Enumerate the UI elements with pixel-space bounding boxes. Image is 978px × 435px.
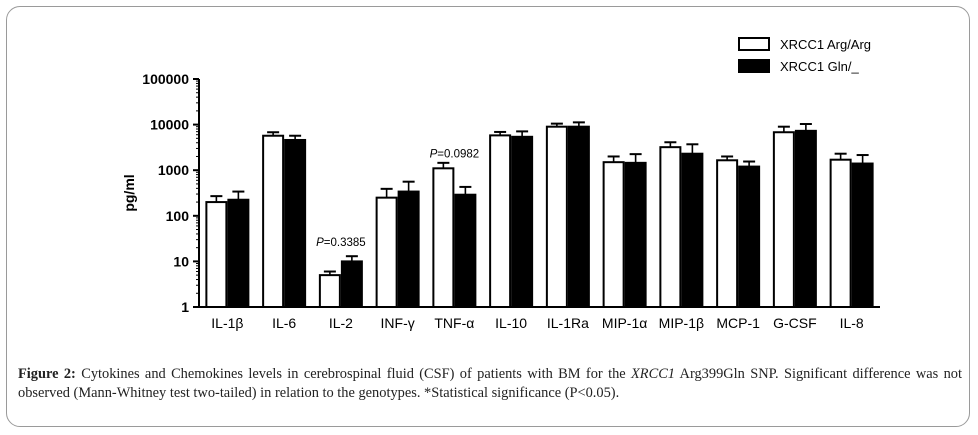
- x-tick-label: IL-1Ra: [547, 315, 589, 331]
- p-value-symbol: P: [430, 148, 438, 160]
- bar-arg-arg: [602, 161, 625, 308]
- bar-arg-arg: [262, 134, 285, 308]
- bar-arg-arg: [318, 274, 341, 308]
- p-value-number: =0.3385: [324, 237, 366, 249]
- bar-gln: [227, 198, 250, 308]
- figure-caption: Figure 2: Cytokines and Chemokines level…: [18, 365, 962, 403]
- bar-arg-arg: [659, 146, 682, 308]
- x-tick-label: IL-8: [840, 315, 864, 331]
- x-tick-label: TNF-α: [434, 315, 474, 331]
- bar-gln: [567, 125, 590, 308]
- bar-arg-arg: [545, 125, 568, 308]
- x-tick-label: G-CSF: [773, 315, 817, 331]
- x-tick-label: IL-2: [329, 315, 353, 331]
- y-tick-label: 100: [166, 208, 190, 224]
- y-tick-label: 1000: [158, 162, 189, 178]
- caption-text-1: Cytokines and Chemokines levels in cereb…: [75, 366, 632, 382]
- bar-gln: [397, 190, 420, 308]
- bar-gln: [851, 162, 874, 308]
- bar-gln: [454, 193, 477, 308]
- bar-gln: [284, 138, 307, 308]
- figure-frame: [6, 6, 970, 427]
- bar-gln: [738, 165, 761, 308]
- p-value-symbol: P: [316, 237, 324, 249]
- y-tick-label: 10: [173, 253, 189, 269]
- bar-arg-arg: [432, 167, 455, 308]
- legend: XRCC1 Arg/Arg XRCC1 Gln/_: [738, 37, 871, 74]
- p-value-number: =0.0982: [437, 148, 479, 160]
- legend-swatch-gln: [738, 59, 770, 73]
- y-tick-label: 1: [181, 299, 189, 315]
- x-tick-label: IL-6: [272, 315, 296, 331]
- labels: IL-1β IL-6 IL-2 INF-γ TNF-α IL-10 IL-1Ra MIP-1α…: [211, 148, 864, 331]
- y-axis-label: pg/ml: [121, 174, 137, 211]
- x-tick-label: INF-γ: [381, 315, 415, 331]
- legend-swatch-arg-arg: [738, 37, 770, 51]
- bar-gln: [340, 260, 363, 308]
- bar-gln: [794, 129, 817, 308]
- bar-arg-arg: [489, 134, 512, 308]
- y-tick-label: 100000: [142, 71, 189, 87]
- caption-gene: XRCC1: [631, 366, 675, 382]
- bar-gln: [511, 135, 534, 308]
- axes: 1 10 100 1000 10000 100000 pg/ml: [121, 71, 880, 315]
- p-value-annotation: P=0.0982: [430, 148, 480, 160]
- x-tick-label: IL-10: [495, 315, 527, 331]
- caption-text-2: Arg399Gln SNP. Significant difference wa…: [18, 366, 963, 401]
- x-tick-label: MCP-1: [716, 315, 760, 331]
- bars: [205, 121, 874, 308]
- bar-arg-arg: [205, 201, 228, 308]
- bar-arg-arg: [716, 159, 739, 308]
- x-tick-label: MIP-1β: [659, 315, 704, 331]
- bar-gln: [681, 152, 704, 308]
- x-tick-label: MIP-1α: [602, 315, 647, 331]
- p-value-annotation: P=0.3385: [316, 237, 366, 249]
- legend-label: XRCC1 Gln/_: [780, 59, 860, 74]
- bar-arg-arg: [375, 196, 398, 308]
- y-tick-label: 10000: [150, 117, 189, 133]
- bar-arg-arg: [772, 131, 795, 308]
- caption-label: Figure 2:: [18, 366, 76, 382]
- legend-label: XRCC1 Arg/Arg: [780, 37, 871, 52]
- bar-gln: [624, 161, 647, 308]
- x-tick-label: IL-1β: [211, 315, 243, 331]
- bar-chart: 1 10 100 1000 10000 100000 pg/ml IL-1β IL-6 IL-2…: [121, 37, 880, 331]
- bar-arg-arg: [829, 158, 852, 308]
